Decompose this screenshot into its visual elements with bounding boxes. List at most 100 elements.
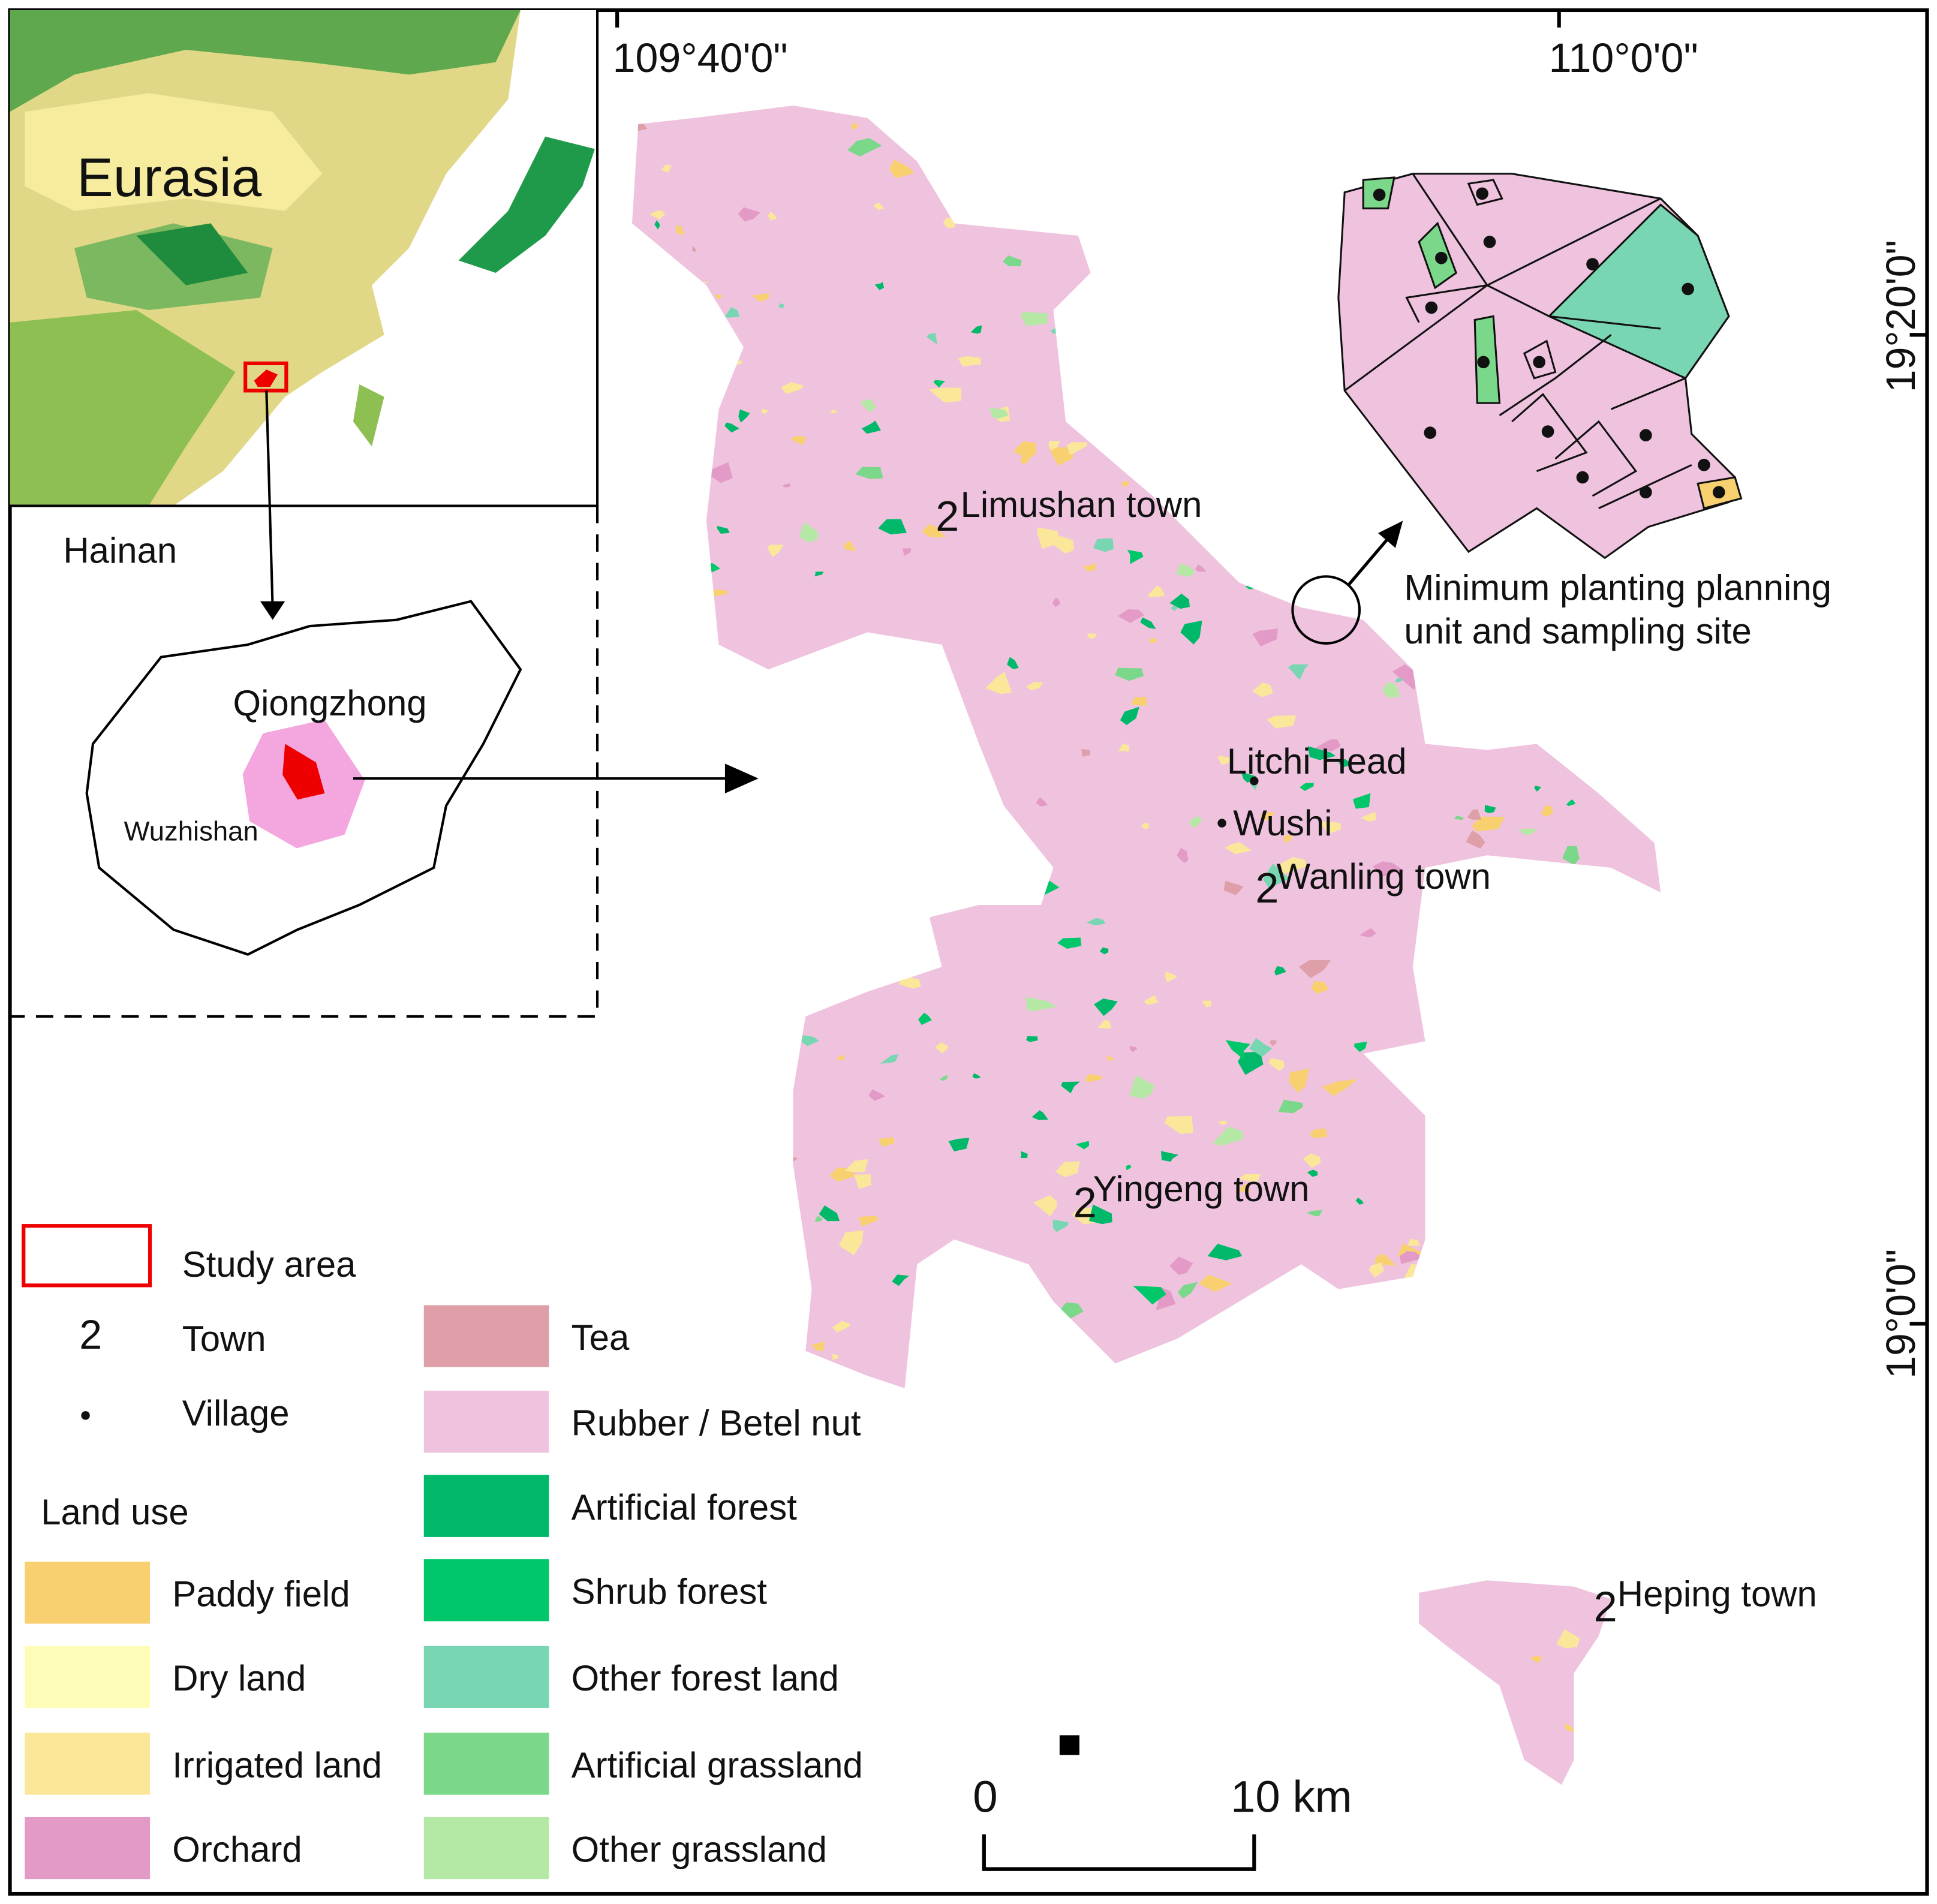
legend-title: Land use <box>41 1492 189 1532</box>
scale-label: 0 <box>973 1772 997 1822</box>
land-use-patch <box>1133 1286 1166 1305</box>
land-use-patch <box>1003 255 1022 267</box>
land-use-patch <box>972 1073 981 1079</box>
land-use-patch <box>1021 311 1048 326</box>
land-use-patch <box>831 1353 839 1361</box>
land-use-patch <box>1054 536 1074 554</box>
land-use-patch <box>1238 1174 1261 1182</box>
legend-label: Other grassland <box>572 1829 827 1869</box>
land-use-patch <box>873 203 885 210</box>
land-use-patch <box>1259 812 1276 822</box>
land-use-patch <box>781 483 791 488</box>
town-label: Wanling town <box>1277 856 1491 897</box>
land-use-patch <box>1270 1040 1277 1046</box>
land-use-patch <box>1094 998 1118 1016</box>
land-use-patch <box>989 407 1009 419</box>
towns: 2 Limushan town 2 Wanling town 2 Yingeng… <box>936 485 1817 1630</box>
scale-bar: 0 10 km <box>973 1735 1352 1871</box>
land-use-patch <box>799 522 818 543</box>
sampling-site <box>1541 425 1554 438</box>
land-use-patch <box>985 672 1012 694</box>
land-use-patch <box>1223 880 1244 895</box>
land-use-patch <box>1268 1058 1285 1071</box>
legend-swatch <box>423 1559 549 1622</box>
legend-swatch <box>423 1305 549 1367</box>
land-use-patch <box>829 409 838 414</box>
land-use-patch <box>767 545 784 558</box>
land-use-patch <box>1117 609 1145 623</box>
scale-label: 10 km <box>1231 1772 1352 1822</box>
land-use-patch <box>1084 1074 1103 1082</box>
land-use-patch <box>814 1216 822 1223</box>
land-use-patch <box>1087 633 1097 639</box>
land-use-patch <box>1306 1210 1323 1217</box>
legend-swatch <box>423 1391 549 1453</box>
land-use-patch <box>1392 664 1418 690</box>
land-use-patch <box>1307 1169 1318 1177</box>
land-use-patch <box>1188 817 1202 828</box>
land-use-patch <box>921 524 946 538</box>
sampling-site <box>1435 251 1448 264</box>
sampling-site <box>1712 486 1725 499</box>
land-use-patch <box>1025 997 1057 1012</box>
village-label: Wushi <box>1233 803 1332 843</box>
land-use-patch <box>715 294 722 300</box>
latitude-label: 19°20'0" <box>1878 240 1924 392</box>
land-use-patch <box>1566 799 1576 807</box>
sampling-site <box>1477 356 1490 369</box>
land-use-patch <box>1057 937 1082 949</box>
land-use-patch <box>1148 585 1165 598</box>
land-use-patch <box>1048 441 1060 451</box>
land-use-patch <box>892 1274 910 1286</box>
land-use-patch <box>1082 563 1097 572</box>
village-label: Litchi Head <box>1227 741 1407 781</box>
land-use-patch <box>1309 1128 1328 1139</box>
land-use-patch <box>878 519 907 535</box>
sampling-site <box>1640 429 1652 442</box>
land-use-patch <box>661 164 672 173</box>
town-symbol: 2 <box>79 1312 102 1358</box>
land-use-patch <box>692 245 697 252</box>
land-use-patch <box>1278 1099 1303 1114</box>
legend-label: Artificial forest <box>572 1487 798 1527</box>
land-use-patch <box>649 210 666 219</box>
land-use-patch <box>1466 830 1485 849</box>
land-use-patch <box>1177 847 1189 864</box>
land-use-patch <box>1033 1195 1057 1217</box>
eurasia-inset: Eurasia <box>10 10 598 506</box>
land-use-patch <box>1225 1040 1250 1060</box>
graticule: 109°40'0" 110°0'0" 19°20'0" 19°0'0" <box>613 10 1927 1379</box>
land-use-patch <box>1195 564 1207 572</box>
latitude-label: 19°0'0" <box>1878 1249 1924 1379</box>
legend: Study area 2 Town Village Land use Paddy… <box>22 1224 863 1879</box>
land-use-patch <box>1307 746 1336 760</box>
land-use-patch <box>1130 697 1147 706</box>
land-use-patch <box>1217 755 1231 765</box>
land-use-patch <box>933 380 946 388</box>
land-use-patch <box>854 1174 871 1189</box>
land-use-patch <box>1320 821 1342 834</box>
land-use-patch <box>1288 664 1309 680</box>
land-use-patch <box>918 1012 932 1025</box>
land-use-patch <box>1213 1126 1244 1146</box>
land-use-patch <box>1395 678 1403 683</box>
land-use-patch <box>1454 816 1464 820</box>
land-use-patch <box>738 409 750 423</box>
legend-swatch <box>423 1646 549 1709</box>
land-use-patch <box>1093 538 1114 552</box>
land-use-patch <box>844 1159 869 1172</box>
land-use-patch <box>1099 947 1109 955</box>
land-use-patch <box>654 220 660 230</box>
land-use-patch <box>1169 593 1190 609</box>
land-use-patch <box>768 212 777 221</box>
legend-label: Paddy field <box>172 1574 350 1614</box>
land-use-patch <box>1052 597 1061 607</box>
land-use-patch <box>1289 1068 1310 1093</box>
land-use-patch <box>1565 1723 1575 1732</box>
land-use-patch <box>1252 682 1273 697</box>
land-use-patch <box>874 282 885 290</box>
land-use-patch <box>1129 1046 1138 1052</box>
town-label: Limushan town <box>961 485 1202 525</box>
town-label: Yingeng town <box>1093 1169 1310 1209</box>
